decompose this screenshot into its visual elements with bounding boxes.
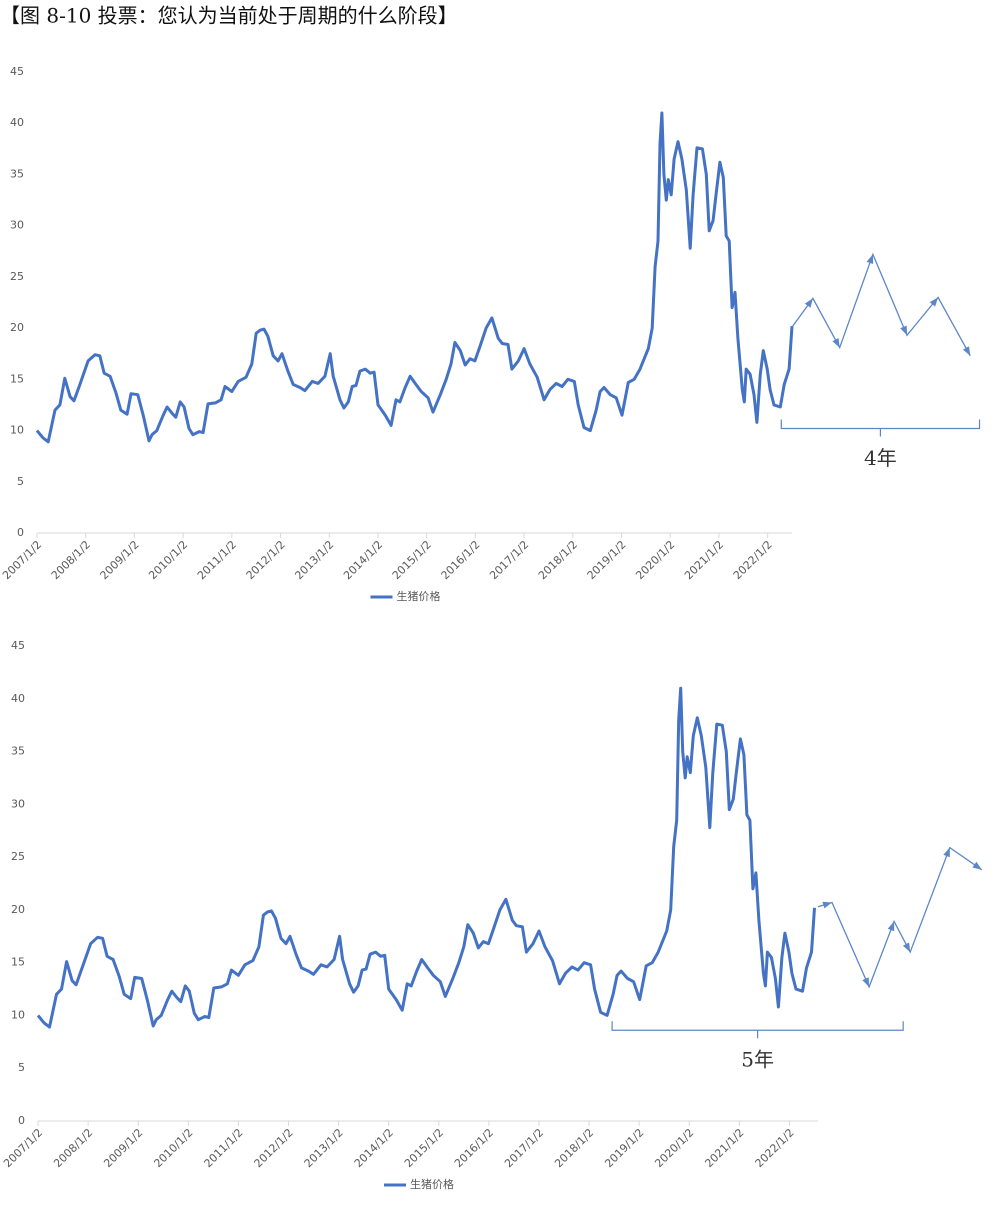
x-tick-label: 2007/1/2 (0, 538, 44, 582)
x-tick-label: 2013/1/2 (292, 538, 336, 582)
x-tick-label: 2019/1/2 (602, 1126, 646, 1170)
projection-line (817, 846, 983, 989)
x-tick-label: 2008/1/2 (49, 538, 93, 582)
x-tick-label: 2016/1/2 (452, 1126, 496, 1170)
x-tick-label: 2018/1/2 (536, 538, 580, 582)
x-tick-label: 2014/1/2 (352, 1126, 396, 1170)
x-tick-label: 2020/1/2 (652, 1126, 696, 1170)
page-title: 【图 8-10 投票：您认为当前处于周期的什么阶段】 (0, 4, 458, 28)
y-tick-label: 10 (10, 424, 24, 437)
x-tick-label: 2015/1/2 (402, 1126, 446, 1170)
bracket (611, 1021, 904, 1039)
price-line (36, 686, 816, 1029)
x-tick-label: 2007/1/2 (1, 1126, 45, 1170)
arrow-head (962, 346, 971, 356)
y-tick-label: 0 (17, 526, 24, 539)
arrow-head (832, 338, 840, 348)
arrow-head (862, 977, 870, 987)
y-tick-label: 35 (10, 167, 24, 180)
x-tick-label: 2009/1/2 (101, 1126, 145, 1170)
x-tick-label: 2013/1/2 (302, 1126, 346, 1170)
legend-label: 生猪价格 (397, 589, 441, 603)
arrow-head (887, 921, 895, 932)
x-tick-label: 2022/1/2 (753, 1126, 797, 1170)
arrow-head (943, 847, 950, 858)
x-tick-label: 2021/1/2 (702, 1126, 746, 1170)
y-tick-label: 25 (10, 270, 24, 283)
y-tick-label: 45 (10, 65, 24, 78)
y-tick-label: 0 (18, 1114, 25, 1127)
y-tick-label: 20 (10, 321, 24, 334)
y-tick-label: 40 (10, 116, 24, 129)
price-line (35, 111, 794, 444)
x-tick-label: 2017/1/2 (502, 1126, 546, 1170)
arrow-head (900, 325, 907, 336)
x-tick-label: 2015/1/2 (390, 538, 434, 582)
x-tick-label: 2010/1/2 (151, 1126, 195, 1170)
x-tick-label: 2014/1/2 (341, 538, 385, 582)
y-tick-label: 10 (11, 1008, 25, 1021)
bracket-label: 4年 (864, 446, 897, 470)
x-tick-label: 2010/1/2 (146, 538, 190, 582)
y-tick-label: 5 (17, 475, 24, 488)
x-tick-label: 2008/1/2 (51, 1126, 95, 1170)
x-tick-label: 2021/1/2 (682, 538, 726, 582)
y-tick-label: 25 (11, 850, 25, 863)
arrow-head (866, 254, 874, 264)
arrow-head (822, 901, 832, 909)
arrow-head (804, 298, 813, 308)
bracket-label: 5年 (741, 1048, 774, 1072)
projection-line (791, 252, 971, 357)
arrow-head (929, 297, 939, 307)
y-tick-label: 45 (11, 639, 25, 652)
y-tick-label: 15 (10, 372, 24, 385)
x-tick-label: 2011/1/2 (202, 1126, 246, 1170)
x-tick-label: 2016/1/2 (439, 538, 483, 582)
bracket (780, 419, 981, 437)
x-tick-label: 2011/1/2 (195, 538, 239, 582)
y-tick-label: 5 (18, 1061, 25, 1074)
y-tick-label: 30 (10, 219, 24, 232)
x-tick-label: 2019/1/2 (585, 538, 629, 582)
arrow-head (902, 942, 911, 953)
y-tick-label: 35 (11, 745, 25, 758)
y-tick-label: 15 (11, 956, 25, 969)
x-tick-label: 2012/1/2 (244, 538, 288, 582)
x-tick-label: 2017/1/2 (487, 538, 531, 582)
x-tick-label: 2022/1/2 (731, 538, 775, 582)
y-tick-label: 40 (11, 692, 25, 705)
y-tick-label: 20 (11, 903, 25, 916)
x-tick-label: 2012/1/2 (252, 1126, 296, 1170)
y-tick-label: 30 (11, 797, 25, 810)
x-tick-label: 2020/1/2 (633, 538, 677, 582)
x-tick-label: 2009/1/2 (98, 538, 142, 582)
arrow-head (972, 861, 982, 870)
legend-label: 生猪价格 (410, 1177, 454, 1191)
x-tick-label: 2018/1/2 (552, 1126, 596, 1170)
